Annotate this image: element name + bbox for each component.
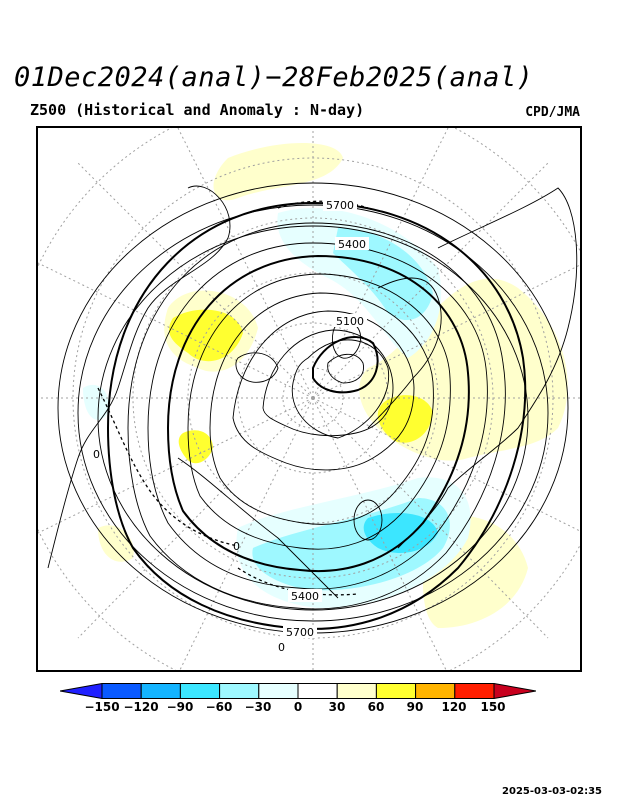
colorbar-tick: −90 [166,700,194,714]
map-title: 01Dec2024(anal)−28Feb2025(anal) [14,62,534,93]
colorbar-tick: 150 [480,700,506,714]
coastline-arctic-islands [235,352,279,383]
colorbar-cell [454,683,495,699]
anomaly-negative-pale [83,384,109,420]
positive-anomaly-areas [98,143,568,628]
contour-label-zero: 0 [233,540,240,553]
colorbar-cell [101,683,142,699]
anomaly-negative-light [333,228,433,321]
anomaly-positive-strong [377,395,433,443]
colorbar-tick: 90 [406,700,424,714]
generated-timestamp: 2025-03-03-02:35 [502,786,602,797]
contour-5700 [106,201,527,630]
contour-anomaly-zero [277,200,369,209]
anomaly-positive-strong [168,309,243,362]
contour-label-zero: 0 [93,448,100,461]
contour-label-5100: 5100 [336,315,364,328]
colorbar-tick: −30 [244,700,272,714]
colorbar-cell [219,683,260,699]
colorbar-min-arrow [60,683,103,699]
contour-label-5400-north: 5400 [338,238,366,251]
contour-5100 [312,336,379,394]
anomaly-positive-pale [98,525,134,562]
contour-labels: 5700 5400 5100 5400 5700 0 0 0 [93,198,369,654]
colorbar-labels: −150 −120 −90 −60 −30 0 30 60 90 120 150 [0,700,618,716]
anomaly-positive-strong [178,430,213,464]
contour-label-5700-north: 5700 [326,199,354,212]
contour-label-5700-south: 5700 [286,626,314,639]
colorbar-tick: −120 [123,700,159,714]
contour-anomaly-zero [237,567,359,596]
anomaly-colorbar [60,683,536,699]
colorbar-cell [375,683,417,699]
colorbar-cell [258,683,299,699]
anomaly-negative-pale [277,208,442,358]
coastline-eurasia [397,187,578,549]
colorbar-cells [60,683,536,699]
colorbar-tick: 120 [441,700,467,714]
anomaly-positive-pale [213,143,343,201]
colorbar-cell [336,683,377,699]
colorbar-cell [297,683,338,699]
contour-label-zero: 0 [278,641,285,654]
contour-5400 [166,254,470,573]
colorbar-tick: −150 [84,700,120,714]
colorbar-cell [415,683,456,699]
z500-contours [57,182,569,634]
map-canvas: 5700 5400 5100 5400 5700 0 0 0 [38,128,580,670]
contour-label-5400-south: 5400 [291,590,319,603]
coastline-asia-east [177,457,339,599]
colorbar-cell [140,683,181,699]
colorbar-tick: 30 [328,700,346,714]
negative-anomaly-areas [83,208,471,608]
colorbar-cell [179,683,221,699]
source-label: CPD/JMA [525,105,580,120]
polar-map: 5700 5400 5100 5400 5700 0 0 0 [36,126,582,672]
colorbar-tick: −60 [205,700,233,714]
colorbar-tick: 0 [293,700,303,714]
contour-anomaly-zero [97,387,239,547]
map-subtitle: Z500 (Historical and Anomaly : N-day) [30,101,365,119]
coastline-north-america [47,185,231,569]
colorbar-max-arrow [493,683,536,699]
colorbar-tick: 60 [367,700,385,714]
